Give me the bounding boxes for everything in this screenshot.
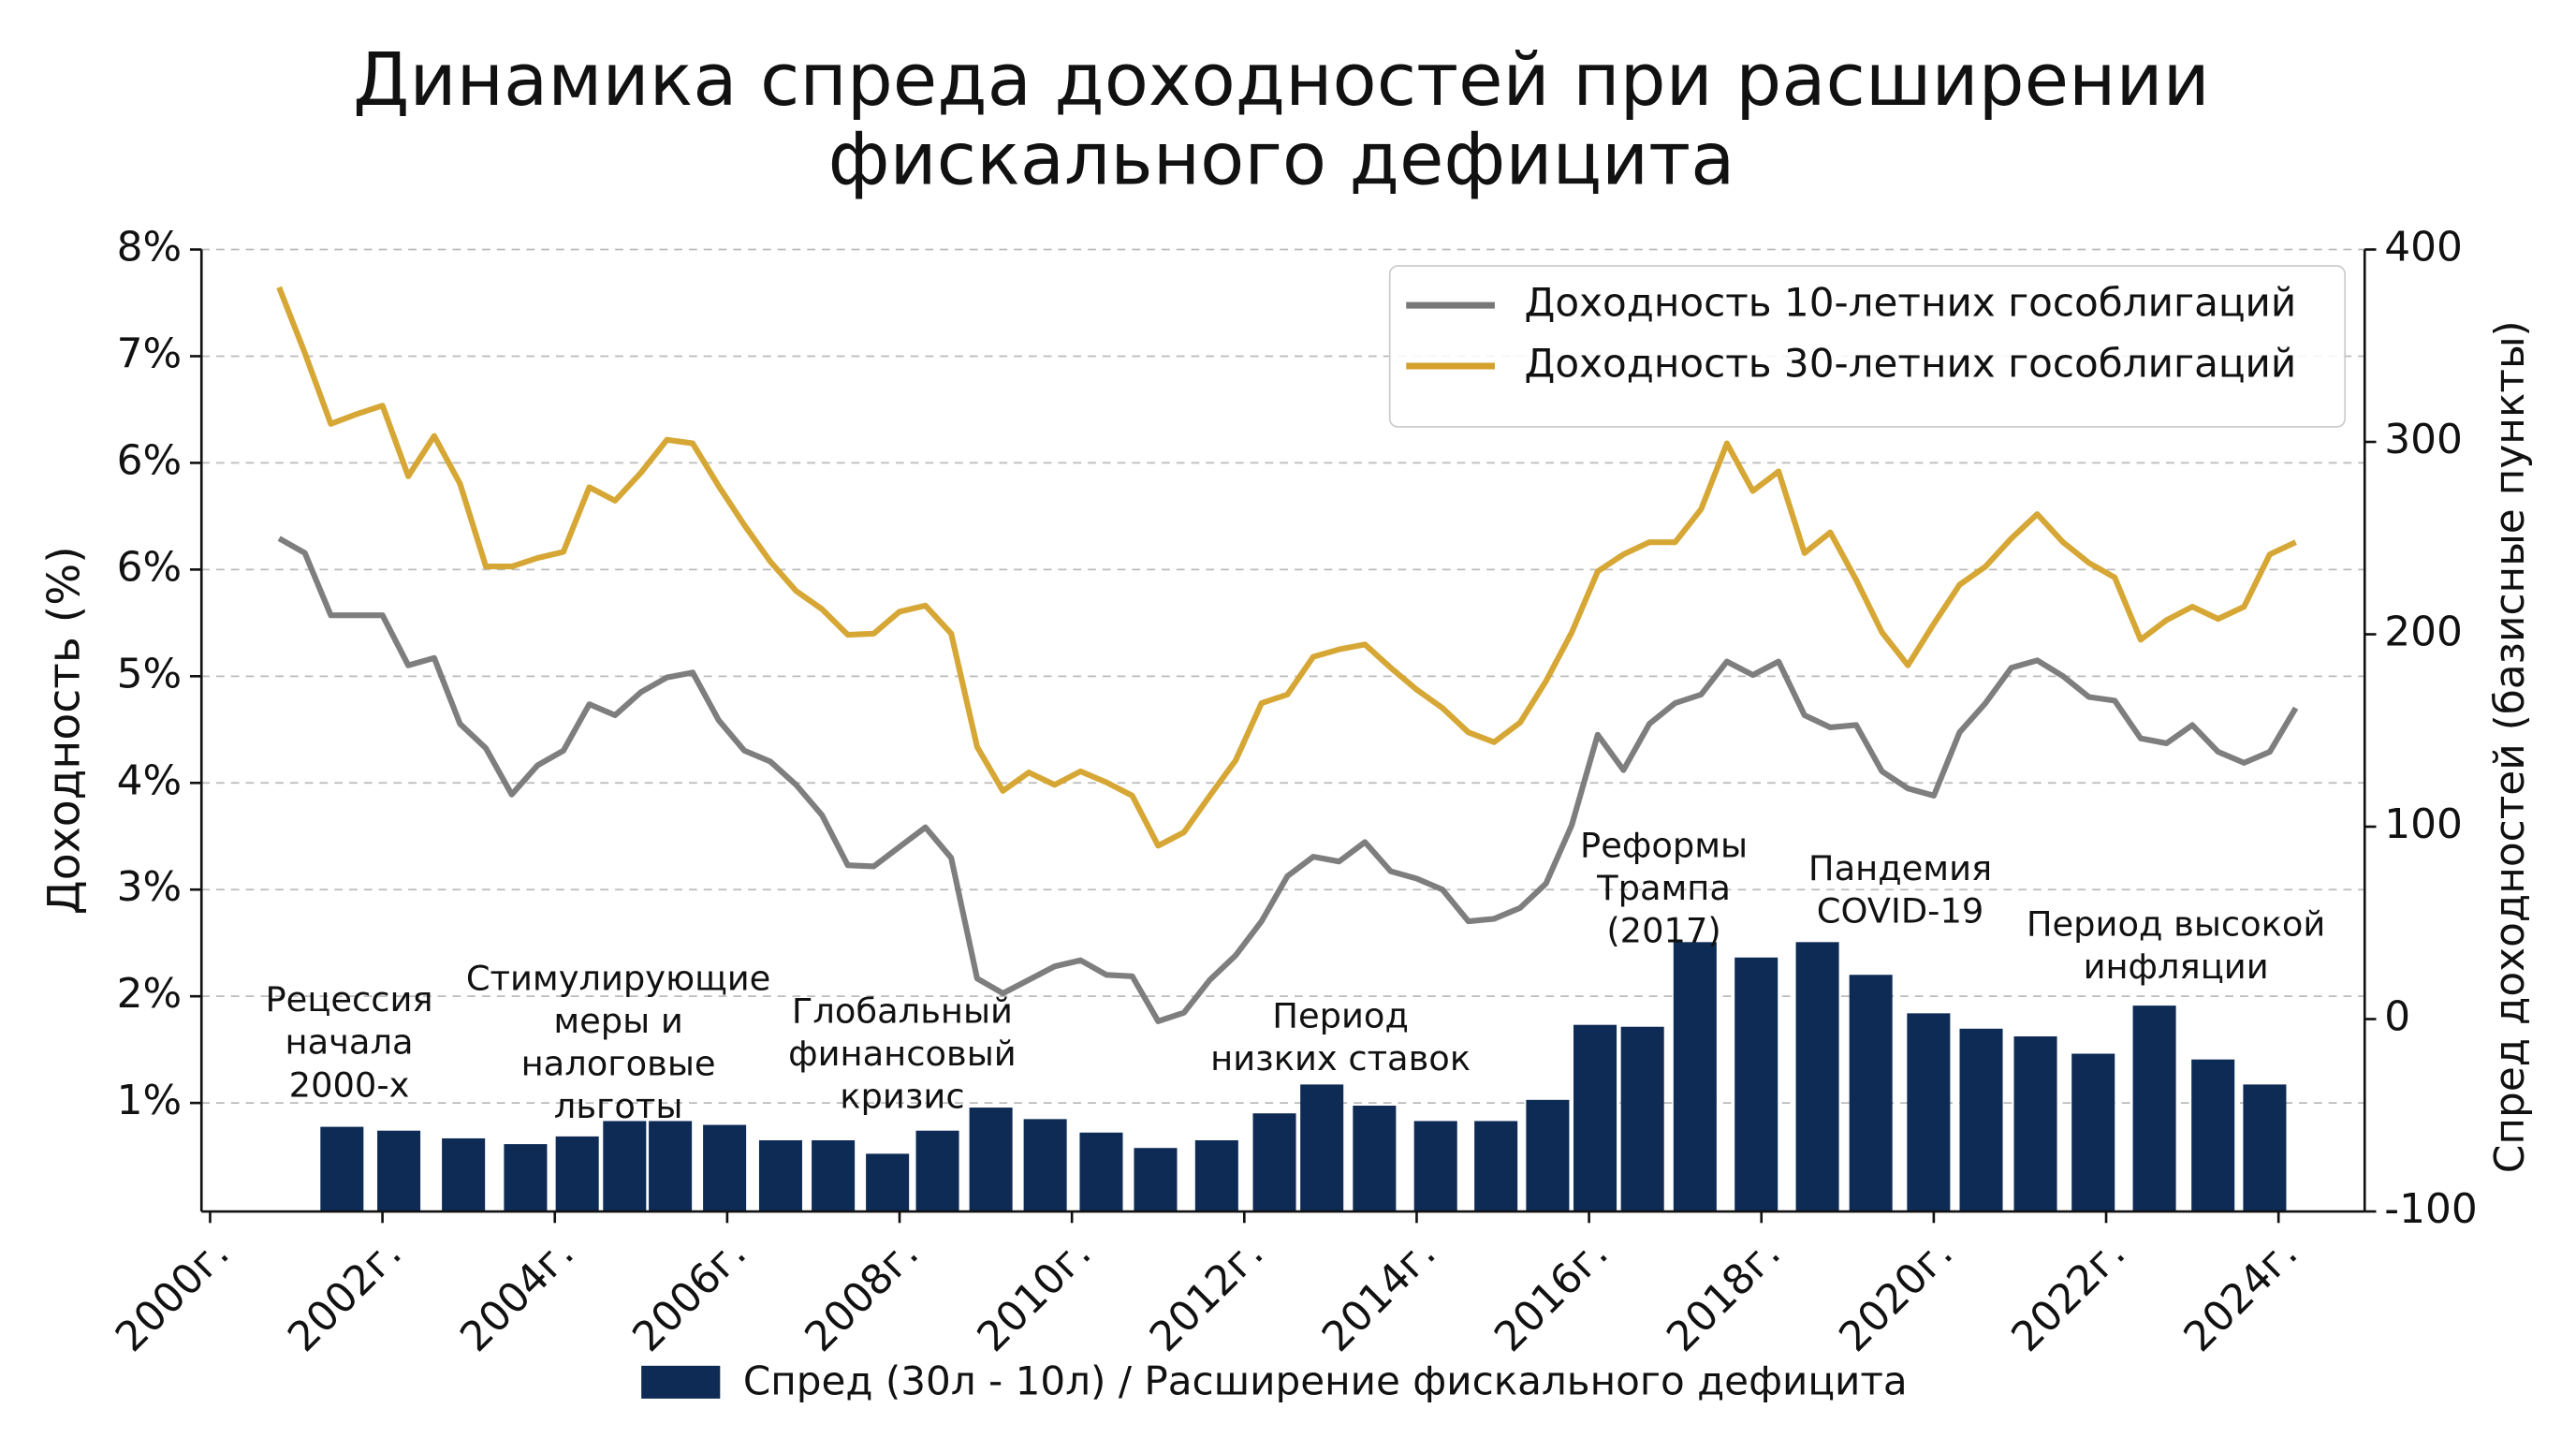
bar [1849,975,1893,1212]
annotation: Реформы [1580,825,1748,865]
bar [915,1130,959,1212]
y2-tick-label: 0 [2384,993,2410,1041]
bar [377,1130,421,1212]
legend-box [1388,265,2347,428]
bar [1795,942,1839,1212]
bar [1194,1139,1238,1212]
x-tick-label: 2022г. [2002,1229,2134,1361]
x-tick-label: 2000г. [107,1229,239,1361]
y-axis-label: Доходность (%) [38,546,90,915]
legend-label: Доходность 10-летних гособлигаций [1524,280,2296,326]
y2-tick-label: 200 [2384,609,2463,656]
bar [1413,1121,1457,1212]
bar [1959,1028,2003,1212]
annotation: Глобальный [792,990,1013,1031]
bar [1620,1026,1664,1212]
bar [2071,1053,2115,1212]
y2-tick-label: 300 [2384,416,2463,463]
bar [1907,1013,1951,1212]
annotation: финансовый [788,1034,1017,1074]
bar [320,1126,364,1212]
line [277,536,2299,1024]
bar [1300,1084,1344,1212]
x-tick-label: 2016г. [1486,1229,1617,1361]
annotation: COVID-19 [1817,890,1984,931]
bar [2191,1059,2235,1212]
bar [555,1136,599,1212]
x-tick-label: 2010г. [968,1229,1100,1361]
legend-label: Доходность 30-летних гособлигаций [1524,341,2296,387]
annotation: (2017) [1606,910,1720,950]
x-tick-label: 2020г. [1830,1229,1962,1361]
annotation: Трампа [1596,868,1731,908]
y2-tick-label: 100 [2384,800,2463,848]
bar [1474,1121,1518,1212]
x-tick-label: 2012г. [1141,1229,1273,1361]
bar [969,1108,1013,1212]
annotation: инфляции [2084,946,2269,987]
legend-swatch [641,1365,721,1399]
y2-axis-label: Спред доходностей (базисные пункты) [2486,320,2534,1173]
x-tick-label: 2008г. [796,1229,928,1361]
bar [1526,1099,1570,1212]
annotation: низких ставок [1210,1038,1471,1078]
bar [1673,942,1717,1212]
bar [812,1139,856,1212]
x-tick-label: 2006г. [623,1229,755,1361]
y-tick-label: 2% [117,970,183,1018]
annotation: 2000-х [289,1064,410,1105]
y-tick-label: 5% [117,650,183,697]
annotation: меры и [553,1001,682,1041]
bar [1734,957,1778,1212]
bar [2132,1005,2176,1212]
bar [1134,1148,1178,1212]
y-tick-label: 3% [117,863,183,911]
y-tick-label: 7% [117,330,183,377]
bar [1252,1113,1296,1212]
annotation: Период [1272,996,1409,1036]
y-tick-label: 6% [117,543,183,591]
y-tick-label: 4% [117,756,183,804]
bar [866,1153,910,1212]
annotation: Рецессия [265,979,432,1020]
chart-title: фискального дефицита [828,117,1735,201]
x-tick-label: 2014г. [1313,1229,1445,1361]
bar [603,1121,647,1212]
annotation: начала [285,1022,414,1063]
legend-label: Спред (30л - 10л) / Расширение фискально… [743,1358,1908,1404]
bar [442,1137,486,1212]
annotation: кризис [840,1077,964,1117]
bar [1353,1106,1397,1212]
annotation: Период высокой [2027,903,2326,944]
bar [2013,1036,2057,1212]
annotation: Пандемия [1808,848,1992,888]
bar [1079,1132,1123,1212]
y2-tick-label: -100 [2384,1185,2477,1233]
annotation: налоговые [521,1043,716,1083]
y-tick-label: 6% [117,436,183,484]
bar [649,1121,693,1212]
y2-tick-label: 400 [2384,224,2463,271]
chart-title: Динамика спреда доходностей при расширен… [353,38,2210,123]
annotation: Стимулирующие [466,958,770,998]
bar [2243,1084,2287,1212]
x-tick-label: 2024г. [2174,1229,2306,1361]
line [276,286,2297,849]
bar [504,1144,548,1212]
annotation: льготы [554,1086,683,1126]
bar [758,1139,802,1212]
x-tick-label: 2018г. [1658,1229,1790,1361]
bar [1023,1119,1067,1212]
x-tick-label: 2004г. [451,1229,583,1361]
bar [703,1124,747,1212]
y-tick-label: 1% [117,1077,183,1124]
y-tick-label: 8% [117,224,183,271]
x-tick-label: 2002г. [279,1229,411,1361]
bar [1573,1024,1617,1212]
